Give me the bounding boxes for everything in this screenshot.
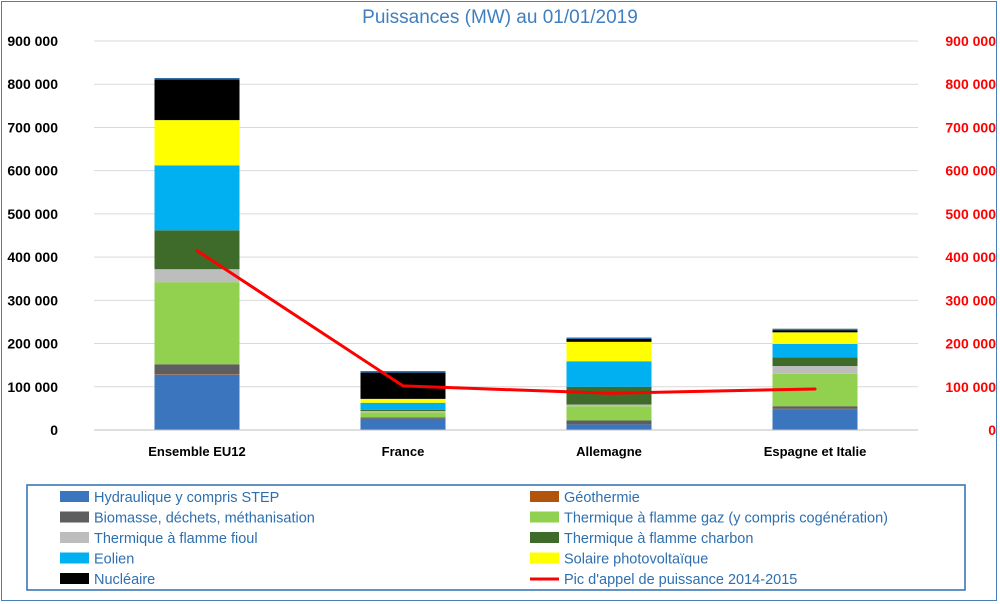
y-tick-label-left: 900 000 [7, 33, 58, 49]
bar-segment-3 [566, 406, 652, 421]
y-tick-label-right: 900 000 [945, 33, 996, 49]
bar-segment-4 [772, 366, 858, 374]
bar-segment-8 [154, 78, 240, 121]
legend-swatch [530, 511, 559, 523]
bar-segment-2 [772, 406, 858, 409]
bar-segment-0 [772, 409, 858, 430]
y-tick-label-right: 0 [988, 422, 996, 438]
bar-top-edge [566, 337, 652, 340]
bar-segment-0 [154, 374, 240, 430]
bar-segment-7 [154, 120, 240, 166]
legend-box [26, 484, 966, 591]
legend-swatch [60, 511, 89, 523]
bar-segment-4 [360, 410, 446, 413]
bar-top-edge [154, 78, 240, 80]
bar-segment-6 [154, 165, 240, 231]
y-tick-label-left: 800 000 [7, 76, 58, 92]
legend-swatch [60, 552, 89, 564]
bar-segment-4 [154, 269, 240, 283]
bar-segment-4 [566, 404, 652, 407]
y-tick-label-left: 400 000 [7, 249, 58, 265]
line-point [813, 387, 817, 391]
bar-segment-5 [566, 386, 652, 405]
bar-segment-5 [360, 409, 446, 411]
line-point [401, 384, 405, 388]
y-tick-label-right: 500 000 [945, 206, 996, 222]
y-tick-label-right: 200 000 [945, 336, 996, 352]
bar-segment-6 [566, 361, 652, 387]
y-tick-label-right: 400 000 [945, 249, 996, 265]
y-tick-label-right: 800 000 [945, 76, 996, 92]
line-series-path [196, 249, 816, 395]
y-tick-label-right: 100 000 [945, 379, 996, 395]
category-label: Allemagne [576, 444, 642, 459]
bar-top-edge [360, 371, 446, 373]
line-point [607, 391, 611, 395]
legend-swatch [530, 552, 559, 564]
legend-label: Thermique à flamme gaz (y compris cogéné… [564, 511, 888, 527]
bar-segment-8 [772, 328, 858, 333]
bar-stacks [154, 78, 858, 430]
y-tick-label-left: 600 000 [7, 163, 58, 179]
bar-segment-2 [360, 417, 446, 419]
bar-segment-6 [772, 343, 858, 358]
bar-top-edge [772, 328, 858, 331]
legend-label: Thermique à flamme charbon [564, 531, 753, 547]
legend-label: Géothermie [564, 490, 640, 506]
y-tick-label-left: 500 000 [7, 206, 58, 222]
y-tick-label-left: 0 [50, 422, 58, 438]
legend-label: Pic d'appel de puissance 2014-2015 [564, 572, 797, 588]
bar-segment-0 [566, 424, 652, 430]
legend-swatch [60, 573, 89, 584]
legend-label: Thermique à flamme fioul [94, 531, 258, 547]
bar-segment-7 [360, 398, 446, 403]
bar-segment-7 [772, 332, 858, 344]
legend-label: Biomasse, déchets, méthanisation [94, 511, 315, 527]
legend-swatch [60, 532, 89, 543]
legend-swatch [530, 491, 559, 502]
y-tick-label-right: 600 000 [945, 163, 996, 179]
bar-segment-2 [154, 364, 240, 375]
y-tick-label-left: 300 000 [7, 292, 58, 308]
legend-swatch [530, 532, 559, 543]
y-tick-label-right: 300 000 [945, 292, 996, 308]
y-tick-label-left: 100 000 [7, 379, 58, 395]
bar-segment-7 [566, 341, 652, 362]
category-label: Espagne et Italie [764, 444, 867, 459]
axes: 0 0 100 000 100 000 200 000 200 000 300 000 300… [7, 33, 996, 459]
legend-label: Solaire photovoltaïque [564, 552, 708, 568]
bar-segment-1 [772, 408, 858, 410]
bar-segment-6 [360, 402, 446, 410]
line-point [195, 249, 199, 253]
legend: Hydraulique y compris STEP Géothermie Biom… [26, 484, 966, 591]
legend-label: Eolien [94, 552, 134, 568]
y-tick-label-left: 200 000 [7, 336, 58, 352]
legend-swatch [60, 491, 89, 502]
bar-segment-2 [566, 420, 652, 425]
category-label: France [382, 444, 425, 459]
bar-segment-3 [154, 282, 240, 365]
bar-segment-5 [772, 357, 858, 367]
chart-title: Puissances (MW) au 01/01/2019 [362, 7, 638, 28]
y-tick-label-right: 700 000 [945, 119, 996, 135]
bar-segment-8 [566, 337, 652, 342]
legend-label: Nucléaire [94, 572, 155, 588]
category-label: Ensemble EU12 [148, 444, 246, 459]
legend-label: Hydraulique y compris STEP [94, 490, 279, 506]
bar-segment-3 [360, 412, 446, 418]
bar-segment-1 [154, 374, 240, 375]
line-series [195, 249, 817, 395]
bar-segment-0 [360, 418, 446, 430]
y-tick-label-left: 700 000 [7, 119, 58, 135]
